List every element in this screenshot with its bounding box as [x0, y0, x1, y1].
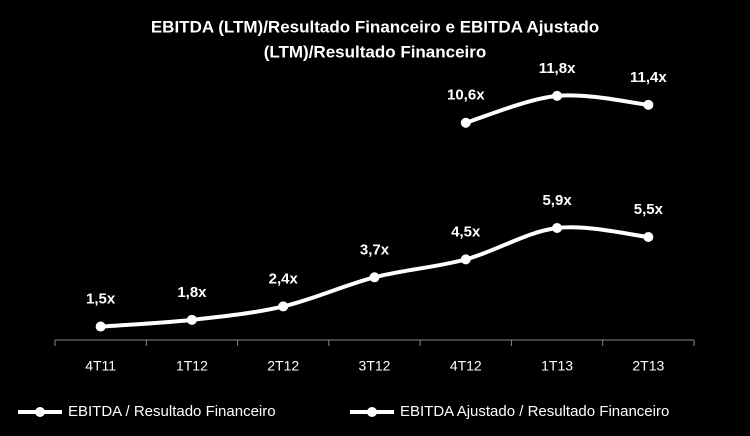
x-tick-label: 1T12	[176, 358, 208, 374]
data-label: 4,5x	[451, 223, 481, 240]
marker	[186, 314, 197, 325]
marker	[369, 272, 380, 283]
x-tick-label: 3T12	[359, 358, 391, 374]
data-label: 11,8x	[539, 60, 576, 77]
x-tick-label: 4T12	[450, 358, 482, 374]
marker	[278, 301, 289, 312]
x-tick-label: 4T11	[85, 358, 116, 374]
legend-marker	[367, 407, 377, 417]
marker	[460, 117, 471, 128]
marker	[95, 321, 106, 332]
data-label: 5,5x	[634, 201, 664, 218]
data-label: 1,5x	[86, 291, 116, 308]
data-label: 11,4x	[630, 69, 667, 86]
legend-label: EBITDA / Resultado Financeiro	[68, 403, 276, 420]
x-tick-label: 1T13	[541, 358, 573, 374]
data-label: 2,4x	[269, 270, 299, 287]
marker	[552, 223, 563, 234]
x-tick-label: 2T12	[267, 358, 299, 374]
data-label: 1,8x	[177, 284, 207, 301]
legend-label: EBITDA Ajustado / Resultado Financeiro	[400, 403, 669, 420]
chart-title: (LTM)/Resultado Financeiro	[264, 42, 487, 61]
data-label: 5,9x	[542, 192, 572, 209]
marker	[552, 90, 563, 101]
legend-marker	[35, 407, 45, 417]
chart-title: EBITDA (LTM)/Resultado Financeiro e EBIT…	[151, 17, 599, 36]
marker	[643, 231, 654, 242]
marker	[460, 254, 471, 265]
x-tick-label: 2T13	[632, 358, 664, 374]
data-label: 10,6x	[447, 87, 485, 104]
data-label: 3,7x	[360, 241, 390, 258]
marker	[643, 99, 654, 110]
